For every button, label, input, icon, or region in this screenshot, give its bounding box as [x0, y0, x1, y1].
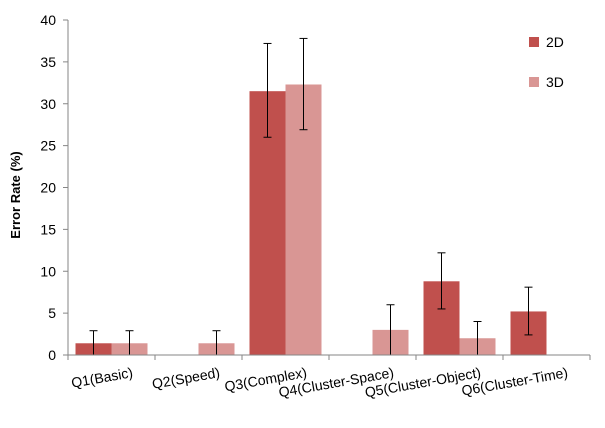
legend-label-3d: 3D — [546, 74, 564, 90]
x-category-label: Q1(Basic) — [70, 364, 134, 391]
y-tick-label: 25 — [40, 138, 56, 154]
bars-layer — [76, 84, 547, 355]
y-tick-label: 5 — [48, 305, 56, 321]
y-tick-label: 15 — [40, 221, 56, 237]
y-tick-label: 40 — [40, 12, 56, 28]
y-axis: 0 5 10 15 20 25 30 35 40 — [40, 12, 68, 363]
y-tick-label: 0 — [48, 347, 56, 363]
legend-label-2d: 2D — [546, 34, 564, 50]
legend-swatch-2d — [529, 37, 539, 47]
y-tick-label: 30 — [40, 96, 56, 112]
legend: 2D 3D — [529, 34, 564, 90]
x-axis: Q1(Basic) Q2(Speed) Q3(Complex)Q4(Cluster-… — [68, 355, 590, 400]
legend-swatch-3d — [529, 77, 539, 87]
y-tick-label: 10 — [40, 263, 56, 279]
y-tick-label: 35 — [40, 54, 56, 70]
y-tick-label: 20 — [40, 180, 56, 196]
y-axis-title: Error Rate (%) — [8, 151, 23, 238]
x-category-label: Q2(Speed) — [151, 364, 221, 392]
